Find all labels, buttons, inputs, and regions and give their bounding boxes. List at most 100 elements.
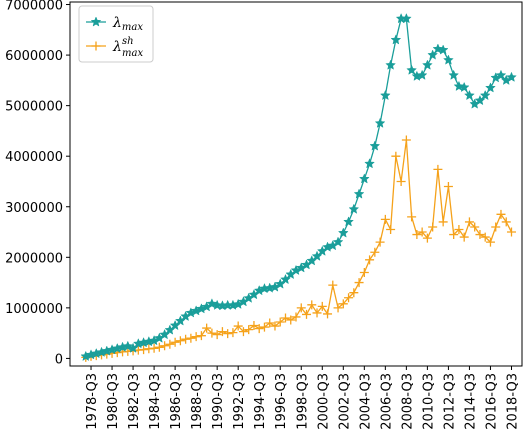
data-point-plus	[401, 135, 411, 145]
y-tick-label: 3000000	[5, 201, 63, 216]
data-point-plus	[91, 41, 101, 51]
data-point-star	[369, 140, 381, 151]
data-point-plus	[433, 164, 443, 174]
x-tick-label: 1988-Q3	[190, 373, 205, 430]
data-point-plus	[175, 336, 185, 346]
data-point-plus	[154, 342, 164, 352]
x-tick-label: 2016-Q3	[484, 373, 499, 430]
data-point-star	[364, 158, 375, 169]
data-point-plus	[317, 301, 327, 311]
x-tick-label: 1994-Q3	[253, 373, 268, 430]
y-tick-label: 4000000	[5, 150, 63, 165]
data-point-plus	[202, 323, 212, 333]
data-point-plus	[170, 337, 180, 347]
series-line	[85, 139, 513, 359]
data-point-plus	[296, 303, 306, 313]
data-point-plus	[217, 327, 227, 337]
series-1	[80, 13, 517, 361]
data-point-plus	[480, 232, 490, 242]
data-point-star	[348, 203, 360, 214]
data-point-star	[379, 89, 391, 101]
data-point-plus	[191, 332, 201, 342]
data-point-plus	[485, 237, 495, 247]
legend-subscript: max	[122, 48, 143, 59]
data-point-star	[453, 80, 465, 91]
y-tick-label: 7000000	[5, 0, 63, 14]
x-tick-label: 2006-Q3	[379, 373, 394, 430]
data-point-plus	[328, 280, 338, 290]
data-point-star	[332, 236, 344, 247]
data-point-plus	[228, 328, 238, 338]
data-point-plus	[396, 176, 406, 186]
data-point-plus	[312, 308, 322, 318]
data-point-star	[432, 43, 444, 54]
data-point-star	[437, 44, 449, 55]
data-point-plus	[375, 237, 385, 247]
y-tick-label: 5000000	[5, 100, 63, 115]
data-point-plus	[475, 230, 485, 240]
data-point-plus	[165, 339, 175, 349]
data-point-star	[443, 54, 454, 65]
data-point-star	[485, 82, 496, 93]
data-point-star	[211, 299, 223, 310]
x-tick-label: 1984-Q3	[148, 373, 163, 430]
plot-frame	[69, 1, 523, 367]
data-point-plus	[275, 317, 285, 327]
data-point-star	[458, 81, 470, 93]
data-point-plus	[286, 315, 296, 325]
x-tick-label: 2000-Q3	[316, 373, 331, 430]
x-tick-label: 1996-Q3	[274, 373, 289, 430]
data-point-plus	[354, 278, 364, 288]
x-tick-label: 2004-Q3	[358, 373, 373, 430]
legend-subscript: max	[122, 22, 143, 33]
legend-symbol: λ	[112, 15, 122, 31]
data-point-plus	[380, 214, 390, 224]
data-point-star	[464, 89, 475, 101]
x-tick-label: 1986-Q3	[169, 373, 184, 430]
x-tick-label: 2018-Q3	[505, 373, 520, 430]
y-tick-label: 6000000	[5, 49, 63, 64]
x-tick-label: 2008-Q3	[400, 373, 415, 430]
data-point-plus	[323, 309, 333, 319]
data-point-plus	[449, 230, 459, 240]
data-point-plus	[259, 322, 269, 332]
y-axis: 0 1000000 2000000 3000000 4000000 5000000 6000…	[5, 0, 70, 367]
data-point-star	[422, 59, 433, 70]
data-point-plus	[207, 328, 217, 338]
x-tick-label: 1978-Q3	[85, 373, 100, 430]
data-point-plus	[428, 222, 438, 232]
data-point-star	[343, 216, 354, 227]
data-point-plus	[238, 327, 248, 337]
x-tick-label: 2010-Q3	[421, 373, 436, 430]
data-point-plus	[244, 325, 254, 335]
data-point-plus	[496, 209, 506, 219]
data-point-star	[406, 64, 417, 75]
data-point-star	[358, 173, 370, 184]
data-point-plus	[438, 217, 448, 227]
x-tick-label: 2002-Q3	[337, 373, 352, 430]
x-tick-label: 1990-Q3	[211, 373, 226, 430]
data-point-star	[337, 227, 349, 238]
data-point-plus	[464, 217, 474, 227]
data-point-plus	[149, 343, 159, 353]
data-point-plus	[254, 324, 264, 334]
data-point-plus	[443, 182, 453, 192]
x-tick-label: 2014-Q3	[463, 373, 478, 430]
x-axis: 1978-Q3 1980-Q3 1982-Q3 1984-Q3 1986-Q3 1988-…	[85, 366, 520, 430]
data-point-star	[374, 117, 386, 128]
data-point-star	[390, 34, 402, 45]
data-point-plus	[333, 303, 343, 313]
data-point-plus	[370, 247, 380, 257]
data-point-plus	[386, 225, 396, 234]
y-tick-label: 2000000	[5, 251, 63, 266]
data-point-plus	[181, 334, 191, 344]
data-point-plus	[160, 341, 170, 351]
data-point-plus	[302, 309, 312, 319]
x-tick-label: 1998-Q3	[295, 373, 310, 430]
data-point-plus	[422, 233, 432, 243]
data-point-plus	[470, 222, 480, 232]
data-point-plus	[506, 227, 516, 237]
data-point-plus	[265, 318, 275, 328]
data-point-plus	[501, 217, 511, 227]
